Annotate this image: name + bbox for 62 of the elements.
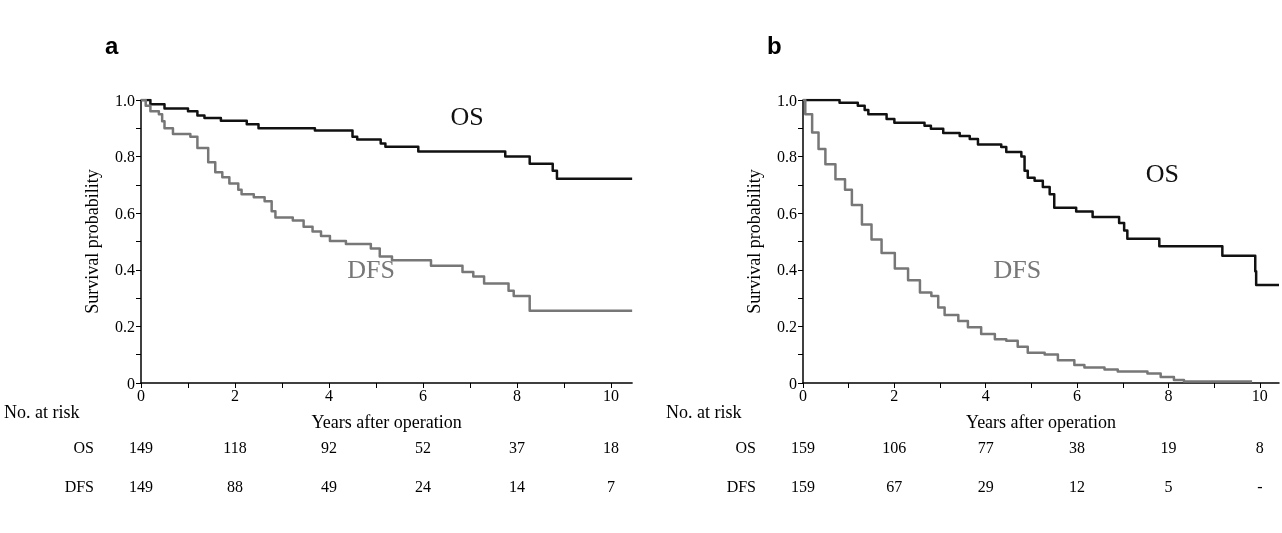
- text: 88: [227, 477, 243, 495]
- x-axis-title: Years after operation: [965, 412, 1117, 432]
- series-label: DFS: [993, 255, 1042, 285]
- series-label: OS: [450, 102, 484, 132]
- x-tick-label: 2: [890, 386, 899, 404]
- text: DFS: [726, 477, 756, 495]
- y-tick-label: 0: [789, 374, 797, 392]
- text: 7: [607, 477, 615, 495]
- y-axis-title: Survival probability: [82, 169, 102, 314]
- text: 67: [886, 477, 903, 495]
- x-tick-label: 8: [513, 386, 521, 404]
- y-tick-label: 1.0: [777, 91, 797, 109]
- text: 149: [129, 438, 153, 456]
- text: -: [1257, 477, 1263, 495]
- x-tick-label: 10: [603, 386, 619, 404]
- y-tick-label: 0.6: [777, 204, 797, 222]
- y-tick-label: 0: [127, 374, 135, 392]
- text: 37: [509, 438, 525, 456]
- series-label: DFS: [347, 255, 395, 285]
- x-tick-label: 2: [231, 386, 239, 404]
- text: 14: [509, 477, 525, 495]
- x-axis-title: Years after operation: [311, 412, 462, 432]
- text: 92: [321, 438, 337, 456]
- text: 118: [223, 438, 247, 456]
- y-tick-label: 1.0: [115, 91, 135, 109]
- text: 52: [415, 438, 431, 456]
- text: 12: [1069, 477, 1086, 495]
- text: 106: [882, 438, 907, 456]
- text: OS: [735, 438, 756, 456]
- series-label: OS: [1145, 159, 1179, 189]
- text: 49: [321, 477, 337, 495]
- y-tick-label: 0.2: [777, 317, 797, 335]
- x-tick-label: 10: [1251, 386, 1268, 404]
- chart-title: b: [767, 31, 782, 59]
- text: 77: [977, 438, 994, 456]
- y-tick-label: 0.8: [777, 148, 797, 166]
- text: No. at risk: [666, 402, 742, 422]
- y-tick-label: 0.8: [115, 148, 135, 166]
- x-tick-label: 4: [981, 386, 990, 404]
- text: DFS: [64, 477, 94, 495]
- text: 19: [1160, 438, 1177, 456]
- y-tick-label: 0.2: [115, 317, 135, 335]
- text: 149: [129, 477, 153, 495]
- text: 8: [1255, 438, 1264, 456]
- text: 38: [1069, 438, 1086, 456]
- text: OS: [73, 438, 94, 456]
- text: 18: [603, 438, 619, 456]
- text: 24: [415, 477, 431, 495]
- y-tick-label: 0.4: [777, 261, 797, 279]
- x-tick-label: 4: [325, 386, 333, 404]
- text: 29: [977, 477, 994, 495]
- y-tick-label: 0.6: [115, 204, 135, 222]
- text: 5: [1164, 477, 1173, 495]
- x-tick-label: 6: [1073, 386, 1082, 404]
- chart-title: a: [105, 31, 119, 59]
- text: 159: [791, 477, 815, 495]
- x-tick-label: 8: [1164, 386, 1173, 404]
- text: No. at risk: [4, 402, 80, 422]
- x-tick-label: 6: [419, 386, 427, 404]
- y-axis-title: Survival probability: [744, 169, 764, 314]
- y-tick-label: 0.4: [115, 261, 135, 279]
- text: 159: [791, 438, 815, 456]
